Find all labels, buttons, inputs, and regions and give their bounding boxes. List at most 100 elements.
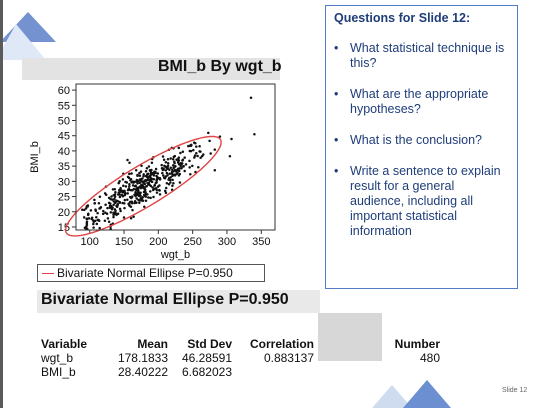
data-point [144, 170, 148, 173]
data-point [112, 211, 115, 215]
data-point [97, 202, 101, 205]
bivariate-ellipse [64, 135, 222, 237]
y-tick-label: 20 [58, 207, 70, 219]
data-point [96, 218, 99, 222]
data-point [134, 194, 137, 198]
data-point [192, 148, 195, 152]
data-point [207, 131, 210, 135]
data-point [135, 201, 138, 204]
data-point [93, 219, 97, 223]
data-point [171, 168, 174, 172]
data-point [128, 203, 131, 207]
data-point [142, 181, 145, 185]
data-point [134, 168, 138, 172]
data-point [149, 174, 152, 178]
row-number: 480 [419, 351, 440, 365]
y-tick-label: 50 [58, 116, 70, 128]
data-point [128, 185, 131, 188]
data-point [170, 172, 173, 175]
data-point [178, 167, 181, 170]
data-point [128, 183, 131, 186]
data-point [162, 176, 166, 180]
data-point [209, 152, 212, 155]
data-point [112, 203, 115, 206]
data-point [92, 226, 95, 229]
data-point [164, 169, 168, 172]
data-point [94, 208, 97, 211]
data-point [178, 172, 182, 176]
header-mean: Mean [137, 337, 168, 351]
data-point [158, 177, 162, 180]
data-point [136, 174, 139, 178]
data-point [143, 179, 146, 183]
y-tick-label: 25 [58, 192, 70, 204]
data-point [109, 211, 113, 214]
data-point [118, 201, 122, 204]
data-point [142, 175, 145, 178]
data-point [114, 190, 117, 194]
data-point [127, 187, 131, 191]
data-point [150, 161, 154, 165]
bullet-icon: • [334, 164, 339, 178]
legend-label: Bivariate Normal Ellipse P=0.950 [57, 266, 233, 280]
data-point [158, 193, 162, 196]
data-point [152, 195, 155, 199]
data-point [95, 222, 99, 226]
data-point [253, 132, 256, 136]
data-point [138, 185, 142, 189]
data-point [101, 212, 105, 216]
data-point [165, 165, 168, 169]
data-point [96, 211, 99, 215]
data-point [175, 172, 179, 175]
slide-number: Slide 12 [502, 387, 528, 394]
x-tick-label: 300 [218, 236, 236, 248]
data-point [193, 156, 196, 159]
data-point [195, 145, 198, 148]
data-point [121, 178, 125, 181]
data-point [177, 169, 181, 173]
data-point [163, 189, 167, 193]
question-text: Write a sentence to explain result for a… [350, 164, 501, 238]
data-point [110, 204, 113, 208]
data-point [128, 161, 131, 165]
data-point [85, 223, 89, 227]
data-point [139, 194, 142, 197]
question-item: • Write a sentence to explain result for … [334, 164, 509, 239]
data-point [116, 203, 119, 207]
data-point [154, 167, 158, 171]
gray-block [318, 313, 382, 361]
data-points [81, 96, 256, 231]
data-point [121, 201, 124, 205]
data-point [152, 178, 156, 181]
data-point [183, 169, 186, 173]
y-axis-label: BMI_b [29, 141, 41, 173]
data-point [191, 164, 194, 168]
data-point [132, 215, 135, 219]
data-point [122, 184, 125, 188]
data-point [187, 144, 190, 148]
data-point [131, 180, 135, 183]
data-point [125, 181, 129, 184]
data-point [160, 163, 163, 167]
row-stddev: 46.28591 [181, 351, 232, 365]
bullet-icon: • [334, 133, 339, 147]
data-point [151, 188, 155, 192]
data-point [157, 188, 161, 192]
data-point [87, 212, 90, 216]
row-stddev: 6.682023 [181, 365, 232, 379]
data-point [139, 191, 142, 195]
data-point [199, 156, 202, 160]
data-point [93, 198, 96, 202]
data-point [110, 195, 113, 198]
row-mean: 28.40222 [117, 365, 168, 379]
question-text: What is the conclusion? [350, 133, 483, 147]
data-point [106, 206, 109, 210]
data-point [181, 150, 185, 153]
data-point [91, 219, 95, 222]
data-point [142, 173, 145, 176]
x-tick-label: 200 [149, 236, 167, 248]
data-point [182, 165, 185, 168]
data-point [113, 195, 117, 199]
data-point [167, 183, 171, 186]
